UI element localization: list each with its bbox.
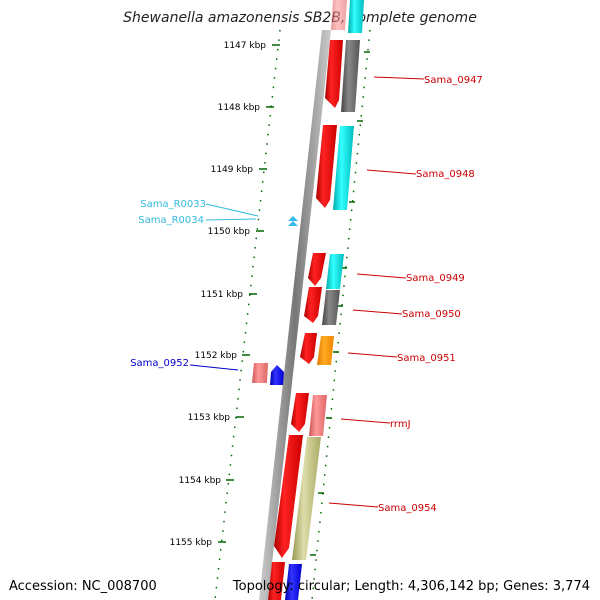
gene-label-sama-0948[interactable]: Sama_0948 xyxy=(416,169,475,180)
scale-label: 1153 kbp xyxy=(188,413,231,423)
accession-text: Accession: NC_008700 xyxy=(9,579,157,594)
gene-label-sama-0952[interactable]: Sama_0952 xyxy=(130,358,189,369)
gene-label-sama-0954[interactable]: Sama_0954 xyxy=(378,503,437,514)
gene-arrow-rrmj[interactable] xyxy=(291,393,309,432)
scale-label: 1147 kbp xyxy=(224,41,267,51)
rna-marker-sama-r0033[interactable] xyxy=(288,216,298,221)
gene-arrow-sama-0948[interactable] xyxy=(316,125,337,208)
gene-label-sama-0947[interactable]: Sama_0947 xyxy=(424,75,483,86)
scale-label: 1148 kbp xyxy=(218,103,261,113)
gene-arrow-sama-0951[interactable] xyxy=(300,333,317,364)
scale-label: 1149 kbp xyxy=(211,165,254,175)
scale-label: 1154 kbp xyxy=(179,476,222,486)
scale-label: 1155 kbp xyxy=(170,538,213,548)
scale-label: 1151 kbp xyxy=(201,290,244,300)
scale-label: 1152 kbp xyxy=(195,351,238,361)
cog-block xyxy=(348,0,364,33)
gene-label-sama-0951[interactable]: Sama_0951 xyxy=(397,353,456,364)
cog-block xyxy=(322,290,340,325)
genome-map: 1147 kbp 1148 kbp 1149 kbp 1150 kbp 1151… xyxy=(0,0,600,600)
gene-label-sama-0949[interactable]: Sama_0949 xyxy=(406,273,465,284)
cog-block xyxy=(341,40,360,112)
gene-label-sama-r0033[interactable]: Sama_R0033 xyxy=(140,199,206,210)
cog-block xyxy=(326,254,344,289)
gene-label-rrmj[interactable]: rrmJ xyxy=(390,419,411,430)
cog-block xyxy=(309,395,327,436)
gene-arrow-sama-0950[interactable] xyxy=(304,287,322,323)
gene-arrow-sama-0949[interactable] xyxy=(308,253,326,286)
cog-block xyxy=(333,126,354,210)
genome-summary-text: Topology: circular; Length: 4,306,142 bp… xyxy=(233,579,590,594)
rna-marker-sama-r0034[interactable] xyxy=(288,221,298,226)
cog-block xyxy=(317,336,334,365)
gene-arrow-sama-0952[interactable] xyxy=(270,365,284,385)
scale-label: 1150 kbp xyxy=(208,227,251,237)
gene-label-sama-0950[interactable]: Sama_0950 xyxy=(402,309,461,320)
cog-block xyxy=(252,363,268,383)
gene-label-sama-r0034[interactable]: Sama_R0034 xyxy=(138,215,204,226)
gene-arrow[interactable] xyxy=(331,0,347,30)
